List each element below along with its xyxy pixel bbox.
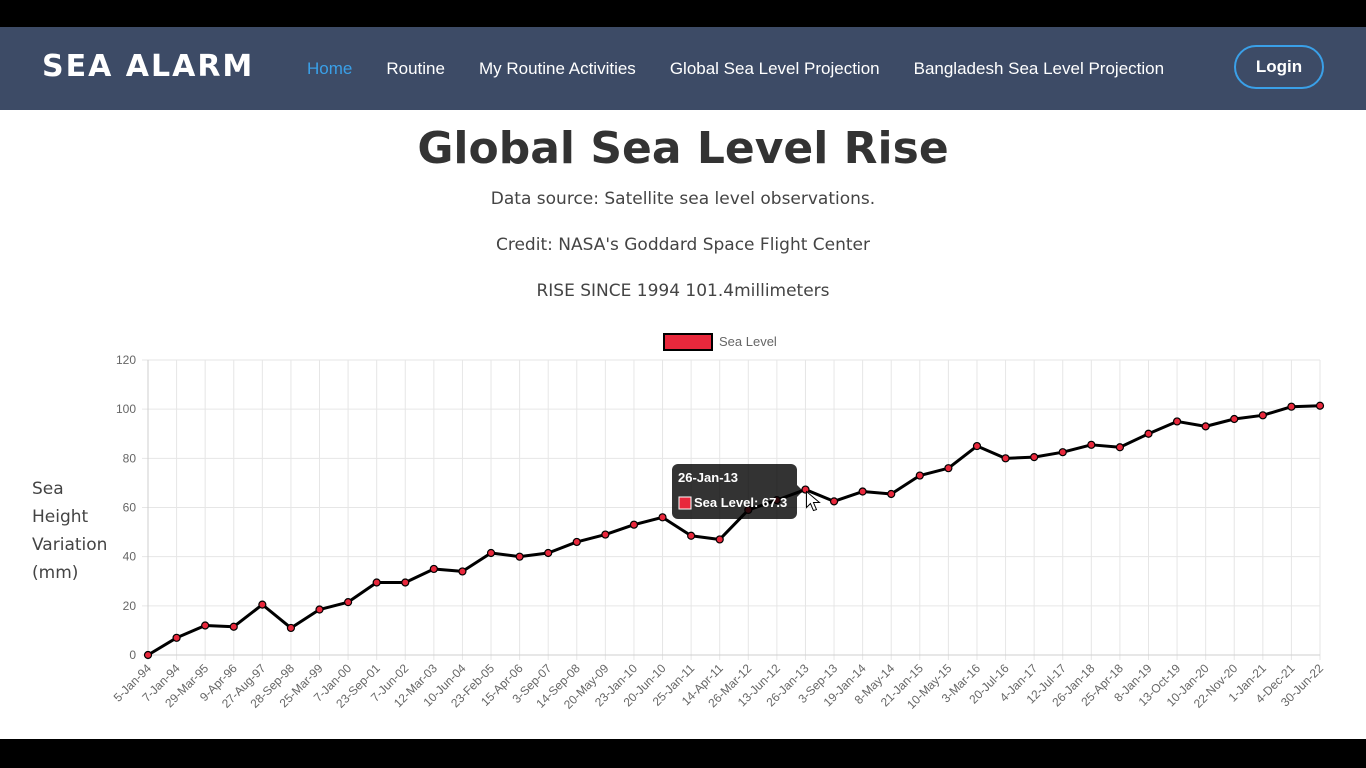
data-point: [372, 578, 381, 587]
data-point: [143, 650, 153, 660]
data-point: [1058, 448, 1067, 457]
data-point: [458, 567, 467, 576]
data-point: [486, 548, 496, 558]
nav-item-global-sea-level-projection[interactable]: Global Sea Level Projection: [669, 58, 880, 78]
rise-text: RISE SINCE 1994 101.4millimeters: [536, 281, 830, 301]
nav-item-home[interactable]: Home: [307, 58, 353, 78]
data-point: [944, 464, 953, 473]
y-axis-label-line: (mm): [32, 563, 79, 583]
y-tick-label: 60: [123, 501, 137, 515]
data-point: [172, 633, 181, 642]
data-point: [229, 622, 238, 631]
bottom-letterbox: [0, 739, 1366, 768]
login-button[interactable]: Login: [1234, 45, 1324, 89]
data-point: [201, 621, 210, 630]
data-point: [715, 535, 724, 544]
sea-level-chart[interactable]: 0204060801001205-Jan-947-Jan-9429-Mar-95…: [0, 27, 1366, 739]
tooltip-body: Sea Level: 67.3: [694, 495, 787, 510]
data-point: [829, 497, 839, 506]
data-point: [1087, 440, 1096, 449]
series-line-sea-level: [147, 404, 1321, 657]
page-title: Global Sea Level Rise: [417, 123, 949, 174]
data-point: [1172, 417, 1182, 426]
data-point: [544, 548, 553, 558]
tooltip-swatch: [678, 496, 692, 510]
nav-links: Home Routine My Routine Activities Globa…: [290, 27, 1181, 110]
credit-text: Credit: NASA's Goddard Space Flight Cent…: [495, 235, 871, 255]
data-point: [601, 530, 610, 539]
data-point: [1030, 453, 1039, 462]
data-point: [1144, 429, 1153, 438]
y-axis-side-label: Sea Height Variation (mm): [32, 475, 122, 587]
data-point: [343, 598, 353, 607]
tooltip-caret: [797, 485, 803, 497]
nav-item-my-routine-activities[interactable]: My Routine Activities: [478, 58, 636, 78]
y-tick-label: 20: [123, 599, 137, 613]
data-point: [401, 578, 410, 587]
data-point: [915, 471, 924, 480]
data-point: [1258, 411, 1267, 420]
data-point: [687, 531, 696, 540]
navbar: SEA ALARM Home Routine My Routine Activi…: [0, 27, 1366, 110]
data-point: [801, 485, 810, 494]
data-point: [972, 441, 982, 451]
data-point: [658, 513, 667, 522]
brand-logo[interactable]: SEA ALARM: [42, 49, 255, 84]
page: SEA ALARM Home Routine My Routine Activi…: [0, 27, 1366, 739]
data-point: [629, 520, 639, 529]
y-axis-label-line: Sea: [32, 479, 64, 499]
tooltip-title: 26-Jan-13: [678, 470, 738, 485]
data-source-text: Data source: Satellite sea level observa…: [490, 189, 876, 209]
y-tick-label: 80: [123, 451, 137, 465]
data-point: [1315, 401, 1325, 410]
mouse-cursor-icon: [805, 490, 821, 512]
y-tick-label: 120: [116, 353, 136, 367]
y-tick-label: 100: [116, 402, 136, 416]
nav-item-routine[interactable]: Routine: [386, 58, 445, 78]
data-point: [258, 600, 267, 609]
y-axis-label-line: Height: [32, 507, 89, 527]
tooltip-box: [672, 464, 797, 519]
data-point: [572, 537, 581, 547]
nav-item-bangladesh-sea-level-projection[interactable]: Bangladesh Sea Level Projection: [913, 58, 1165, 78]
data-point: [286, 623, 296, 633]
y-tick-label: 40: [123, 550, 137, 564]
data-point: [887, 489, 896, 499]
data-point: [315, 605, 324, 614]
data-point: [858, 487, 867, 496]
data-point: [1115, 443, 1125, 452]
y-tick-label: 0: [129, 648, 136, 662]
data-point: [515, 552, 524, 561]
legend-label: Sea Level: [719, 334, 777, 349]
legend-swatch: [663, 333, 713, 351]
data-point: [1201, 422, 1210, 431]
data-point: [1001, 454, 1010, 463]
data-point: [1287, 402, 1296, 411]
data-point: [429, 564, 438, 574]
y-axis-label-line: Variation: [32, 535, 108, 555]
data-point: [1230, 414, 1239, 424]
